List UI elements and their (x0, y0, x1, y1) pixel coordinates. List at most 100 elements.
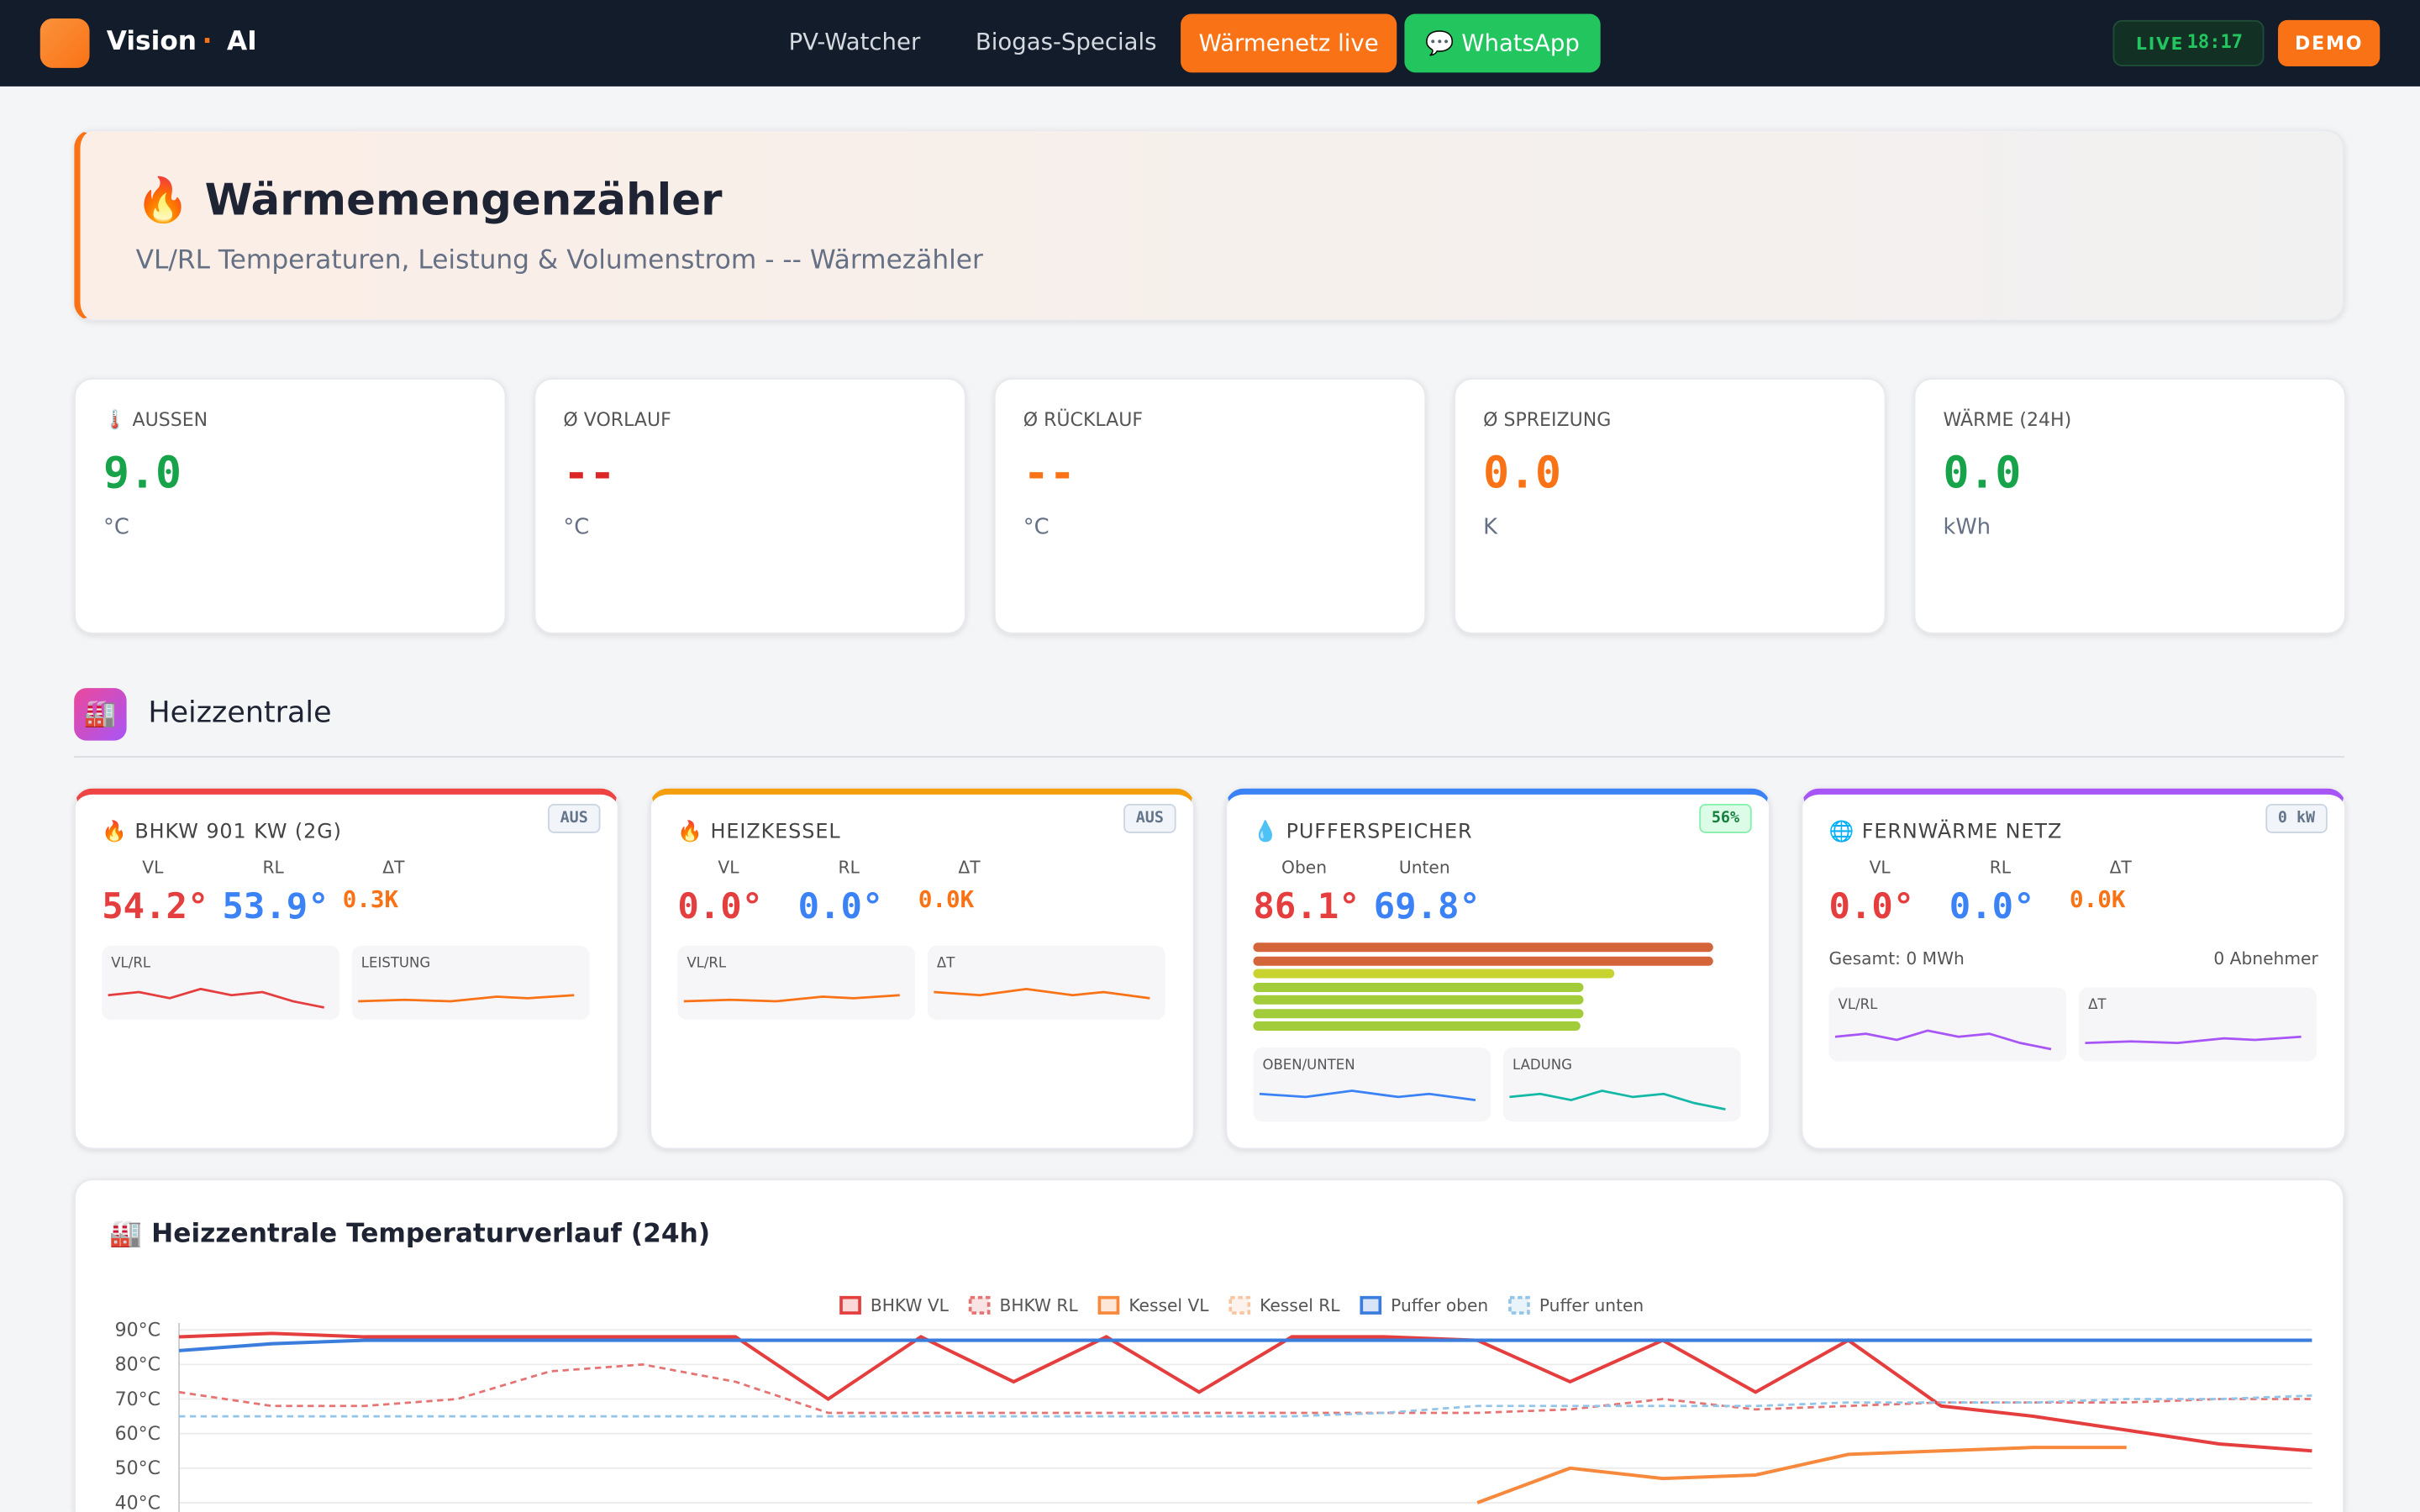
unit-card: 🌐 FERNWÄRME NETZ 0 kW VL 0.0° RL 0.0° ΔT 0.0K Ge… (1801, 788, 2346, 1150)
unit-value: 0.0° (1828, 887, 1915, 927)
unit-label: ΔT (382, 858, 405, 879)
unit-total: Gesamt: 0 MWh (1828, 948, 1965, 969)
layer-bar (1253, 1021, 1581, 1031)
unit-card: 💧 PUFFERSPEICHER 56% Oben 86.1° Unten 69.8° OB… (1225, 788, 1770, 1150)
live-time: 18:17 (2186, 30, 2244, 53)
spark-line (1259, 1089, 1476, 1101)
y-tick-label: 90°C (115, 1320, 160, 1341)
spark-svg (1259, 1089, 1476, 1101)
stat-unit: °C (563, 515, 590, 540)
stat-unit: K (1483, 515, 1497, 540)
unit-value: 0.0° (797, 887, 884, 927)
spark-svg (683, 994, 900, 1003)
nav-link[interactable]: Wärmenetz live (1181, 13, 1397, 73)
unit-label: ΔT (2109, 858, 2132, 879)
unit-label: ΔT (958, 858, 981, 879)
unit-card: 🔥 BHKW 901 KW (2G) AUS VL 54.2° RL 53.9° ΔT 0.3… (74, 788, 619, 1150)
stat-card: 🌡️ AUSSEN 9.0 °C (74, 378, 507, 634)
unit-label: VL (1869, 858, 1891, 879)
unit-badge: 56% (1699, 803, 1752, 833)
unit-value: 0.0K (918, 885, 975, 914)
nav-link[interactable]: 💬 WhatsApp (1404, 13, 1601, 73)
stat-card: Ø VORLAUF -- °C (534, 378, 966, 634)
unit-value: 54.2° (102, 887, 209, 927)
sparkline: LEISTUNG (351, 945, 590, 1021)
series-line (178, 1338, 2312, 1352)
unit-label: RL (1989, 858, 2012, 879)
stat-card: Ø RÜCKLAUF -- °C (993, 378, 1427, 634)
live-label: LIVE (2136, 34, 2185, 55)
spark-line (934, 987, 1150, 1000)
legend-swatch (839, 1295, 861, 1315)
spark-label: VL/RL (687, 956, 727, 973)
unit-value: 0.3K (342, 885, 399, 914)
unit-value: 0.0° (1949, 887, 2035, 927)
unit-label: VL (142, 858, 164, 879)
legend-label: Puffer oben (1391, 1295, 1488, 1315)
series-line (179, 1394, 2312, 1418)
section-icon: 🏭 (74, 688, 127, 741)
unit-badge: AUS (1123, 803, 1176, 833)
navbar: Vision · AI PV-Watcher Biogas-Specials Wärmen… (0, 0, 2420, 87)
stat-value: 0.0 (1483, 447, 1562, 499)
stat-label: WÄRME (24H) (1943, 408, 2072, 431)
unit-value: 69.8° (1373, 887, 1481, 927)
layer-bar (1253, 969, 1615, 979)
spark-label: LEISTUNG (360, 956, 431, 973)
spark-line (2085, 1035, 2302, 1045)
series-line (178, 1331, 2312, 1453)
sparkline: VL/RL (677, 945, 916, 1021)
brand-ai: AI (227, 26, 257, 57)
unit-card: 🔥 HEIZKESSEL AUS VL 0.0° RL 0.0° ΔT 0.0K VL/RL ΔT (650, 788, 1195, 1150)
legend-swatch (1097, 1295, 1120, 1315)
header-title: 🔥 Wärmemengenzähler (135, 174, 723, 226)
sparkline: LADUNG (1502, 1047, 1741, 1122)
spark-svg (934, 987, 1150, 1000)
demo-badge: DEMO (2278, 19, 2381, 66)
stat-value: 0.0 (1943, 447, 2022, 499)
y-tick-label: 80°C (115, 1355, 160, 1376)
stat-label: Ø RÜCKLAUF (1023, 408, 1144, 431)
stat-label: 🌡️ AUSSEN (103, 408, 208, 431)
layer-bar (1253, 982, 1584, 992)
unit-title: 💧 PUFFERSPEICHER (1253, 821, 1473, 844)
spark-label: ΔT (2088, 998, 2107, 1014)
header-subtitle: VL/RL Temperaturen, Leistung & Volumenst… (135, 245, 983, 276)
spark-svg (108, 987, 324, 1009)
stat-value: 9.0 (103, 447, 182, 499)
unit-title: 🌐 FERNWÄRME NETZ (1828, 821, 2063, 844)
unit-label: Unten (1398, 858, 1450, 879)
spark-line (108, 987, 324, 1009)
nav-link[interactable]: Biogas-Specials (975, 28, 1157, 56)
stat-unit: kWh (1943, 515, 1991, 540)
section-title: Heizzentrale (148, 696, 332, 730)
nav-link[interactable]: PV-Watcher (788, 28, 921, 56)
y-tick-label: 40°C (115, 1493, 160, 1512)
legend-swatch (968, 1295, 991, 1315)
section-rule (74, 756, 2345, 758)
chart-card: 🏭 Heizzentrale Temperaturverlauf (24h) 90… (74, 1179, 2345, 1512)
layer-bar (1253, 995, 1584, 1005)
spark-label: OBEN/UNTEN (1262, 1058, 1355, 1074)
unit-title: 🔥 HEIZKESSEL (677, 821, 841, 844)
stat-label: Ø VORLAUF (563, 408, 671, 431)
spark-svg (1509, 1089, 1726, 1110)
sparkline: ΔT (927, 945, 1165, 1021)
y-tick-label: 70°C (115, 1389, 160, 1410)
legend-label: Kessel VL (1128, 1295, 1209, 1315)
legend-label: BHKW VL (871, 1295, 950, 1315)
unit-label: RL (838, 858, 860, 879)
layer-bar (1253, 1008, 1584, 1018)
sparkline: ΔT (2079, 987, 2317, 1062)
unit-badge: AUS (547, 803, 601, 833)
legend-swatch (1508, 1295, 1530, 1315)
layer-bar (1253, 955, 1713, 965)
unit-consumers: 0 Abnehmer (2213, 948, 2318, 969)
unit-label: RL (262, 858, 284, 879)
header-card: 🔥 Wärmemengenzähler VL/RL Temperaturen, L… (74, 129, 2345, 322)
series-line (178, 1362, 2312, 1415)
spark-label: ΔT (936, 956, 955, 973)
spark-line (1509, 1089, 1726, 1110)
spark-label: VL/RL (111, 956, 151, 973)
